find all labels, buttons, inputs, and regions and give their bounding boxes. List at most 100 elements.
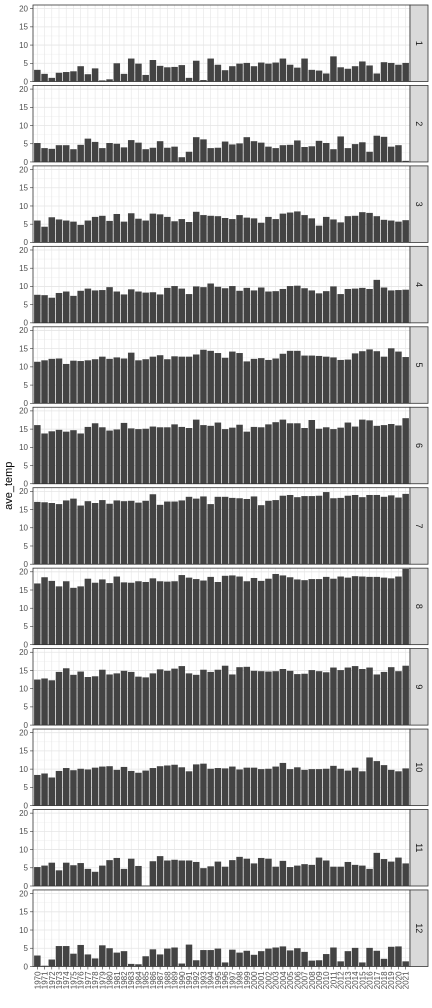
bar-5-1980 [106,358,113,404]
bar-8-2008 [308,579,316,645]
y-tick-label: 0 [24,238,29,247]
y-axis-label: ave_temp [3,462,15,510]
bar-6-2014 [351,426,359,484]
bar-11-2000 [250,863,258,886]
bar-7-1994 [207,504,214,565]
bar-9-2002 [265,671,272,726]
bar-12-2000 [250,954,258,967]
facet-strip-label: 1 [414,41,424,46]
bar-1-2008 [308,69,316,82]
y-tick-label: 5 [24,300,29,309]
bar-4-1971 [41,295,48,323]
bar-4-2017 [373,279,381,323]
x-tick-label: 2005 [286,971,295,989]
bar-2-2014 [351,144,359,162]
bar-3-1978 [91,216,99,243]
bar-3-2000 [250,218,258,243]
bar-5-2010 [322,356,330,404]
bar-7-1974 [62,500,70,565]
bar-11-1982 [120,868,128,886]
bar-12-1981 [113,952,121,967]
y-tick-label: 20 [19,728,28,737]
bar-12-1996 [221,962,229,967]
bar-6-2020 [395,425,402,484]
bar-3-2002 [265,216,272,243]
bar-7-1971 [41,502,48,565]
bar-5-1983 [127,352,135,404]
bar-3-2005 [286,212,294,243]
bar-9-1970 [34,679,41,726]
panel-month-9: 0 5 10 15 20 9 [19,648,429,730]
bar-3-1973 [55,219,63,243]
bar-2-2012 [337,136,344,162]
bar-5-1982 [120,358,128,404]
bar-12-1993 [200,950,207,967]
bar-2-2006 [294,140,301,162]
bar-6-1976 [77,433,84,484]
bar-12-1985 [142,956,149,967]
facet-strip [409,165,429,243]
panel-month-8: 0 5 10 15 20 8 [19,568,429,649]
bar-10-1971 [41,773,48,806]
bar-9-2020 [395,671,402,726]
y-tick-label: 10 [19,604,28,613]
x-tick-label: 1995 [214,971,223,989]
bar-9-2014 [351,666,359,726]
bar-12-2006 [294,948,301,967]
y-tick-label: 20 [19,568,28,577]
bar-7-1983 [127,500,135,565]
x-tick-label: 2006 [293,971,302,989]
bar-12-1986 [149,949,157,967]
bar-4-1982 [120,294,128,323]
facet-strip-label: 7 [414,523,424,528]
y-tick-label: 20 [19,326,28,335]
bar-12-2009 [315,960,323,967]
bar-1-1992 [192,60,200,82]
facet-strip [409,4,429,82]
bar-6-1997 [229,427,236,484]
bar-3-2015 [359,212,366,243]
bar-6-1989 [171,424,178,484]
bar-7-2015 [359,497,366,565]
x-tick-label: 1993 [199,971,208,989]
bar-1-1975 [70,71,77,82]
bar-3-1993 [200,215,207,243]
x-tick-label: 2009 [315,971,324,989]
x-tick-label: 1972 [48,971,57,989]
bar-1-1991 [185,77,193,82]
bar-11-1990 [178,860,186,886]
bar-5-1994 [207,350,214,404]
bar-11-1974 [62,862,70,886]
bar-10-2013 [344,770,352,806]
bar-5-2000 [250,358,258,404]
y-tick-label: 15 [19,827,28,836]
bar-11-1995 [214,861,222,886]
bar-11-2015 [359,865,366,886]
bar-1-2020 [395,64,402,82]
bar-10-2003 [272,766,279,806]
bar-1-1978 [91,68,99,82]
bar-4-1999 [243,287,251,323]
bar-6-1982 [120,422,128,484]
bar-4-1980 [106,287,113,323]
bar-9-1995 [214,669,222,726]
panel-month-11: 0 5 10 15 20 11 [19,809,429,891]
bar-3-1977 [84,220,92,243]
bar-4-1989 [171,286,178,323]
bar-7-1981 [113,500,121,565]
bar-9-2000 [250,670,258,726]
y-tick-label: 5 [24,220,29,229]
bar-12-1998 [236,952,243,967]
bar-9-2004 [279,669,287,726]
bar-3-1976 [77,224,84,243]
bar-12-2015 [359,962,366,967]
bar-9-2021 [402,665,409,726]
bar-11-2018 [380,859,388,886]
bar-12-2010 [322,954,330,967]
bar-6-1977 [84,426,92,484]
bar-9-1972 [48,680,56,726]
bar-3-1970 [34,220,41,243]
bar-7-1987 [156,504,164,565]
x-tick-label: 2019 [387,971,396,989]
bar-5-2011 [330,357,337,404]
